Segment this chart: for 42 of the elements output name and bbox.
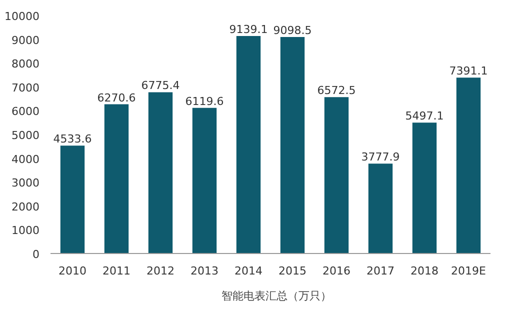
y-tick-label: 10000 bbox=[4, 10, 40, 23]
data-label: 6775.4 bbox=[141, 79, 180, 92]
x-tick-label: 2012 bbox=[146, 264, 175, 278]
bar bbox=[192, 108, 217, 254]
x-tick-label: 2018 bbox=[410, 264, 439, 278]
data-label: 3777.9 bbox=[361, 150, 400, 164]
bar bbox=[104, 104, 129, 254]
data-label: 6270.6 bbox=[97, 91, 136, 104]
bar bbox=[236, 36, 261, 254]
bar bbox=[412, 122, 437, 254]
data-label: 4533.6 bbox=[53, 132, 92, 146]
data-label: 5497.1 bbox=[405, 110, 444, 123]
y-tick-label: 3000 bbox=[12, 176, 40, 190]
x-tick-label: 2019E bbox=[451, 264, 486, 278]
x-tick-label: 2017 bbox=[366, 264, 395, 278]
x-tick-label: 2016 bbox=[322, 264, 351, 278]
text: 智能电表汇总（万只） bbox=[222, 288, 332, 304]
x-tick-label: 2010 bbox=[58, 264, 87, 278]
y-tick-label: 1000 bbox=[12, 224, 40, 238]
y-tick-label: 0 bbox=[32, 248, 40, 261]
x-tick-label: 2015 bbox=[278, 264, 307, 278]
bar bbox=[368, 164, 393, 254]
y-tick-label: 5000 bbox=[12, 129, 40, 142]
bar bbox=[324, 97, 349, 254]
bar bbox=[148, 92, 173, 254]
bar bbox=[60, 146, 85, 254]
data-label: 9098.5 bbox=[273, 24, 312, 37]
data-label: 7391.1 bbox=[449, 64, 488, 78]
bar bbox=[456, 78, 481, 254]
data-label: 6119.6 bbox=[185, 94, 224, 108]
bar bbox=[280, 36, 305, 254]
y-tick-label: 9000 bbox=[12, 34, 40, 47]
data-label: 9139.1 bbox=[229, 22, 268, 36]
x-tick-label: 2011 bbox=[102, 264, 131, 278]
x-tick-label: 2013 bbox=[190, 264, 219, 278]
data-label: 6572.5 bbox=[317, 84, 356, 98]
y-tick-label: 4000 bbox=[12, 152, 40, 166]
y-tick-label: 2000 bbox=[12, 200, 40, 214]
y-tick-label: 6000 bbox=[12, 105, 40, 118]
y-tick-label: 8000 bbox=[12, 58, 40, 71]
x-tick-label: 2014 bbox=[234, 264, 263, 278]
y-tick-label: 7000 bbox=[12, 81, 40, 94]
